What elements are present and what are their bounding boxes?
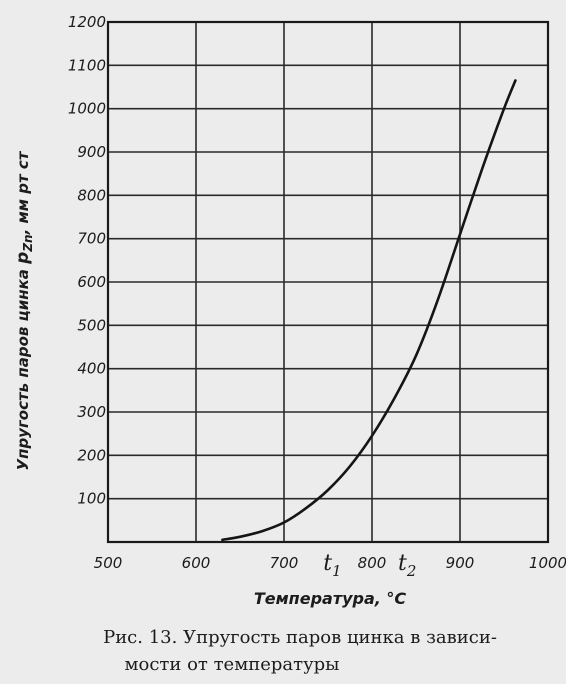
plot-frame [106,20,550,544]
plot-border [106,20,550,544]
temperature-marker: t2 [398,551,416,580]
vapor-pressure-curve [221,79,517,542]
x-tick-label: 500 [94,554,123,572]
y-tick-label: 800 [77,186,106,204]
y-tick-label: 1200 [68,13,106,31]
x-tick-label: 800 [358,554,387,572]
y-axis-label: Упругость паров цинка pZn, мм рт ст [13,150,35,470]
y-axis-label-symbol: p [13,252,33,265]
y-axis-label-subscript: Zn [21,234,35,252]
y-axis-label-text: Упругость паров цинка [14,264,32,471]
x-tick-label: 1000 [529,554,566,572]
y-tick-label: 500 [77,316,106,334]
grid [107,21,549,543]
curve-layer [221,79,517,542]
y-tick-label: 900 [77,143,106,161]
x-tick-label: 900 [446,554,475,572]
caption-line-1: Рис. 13. Упругость паров цинка в зависи- [103,627,497,648]
temperature-marker: t1 [323,551,341,580]
y-tick-label: 400 [77,360,106,378]
y-tick-label: 1100 [68,56,106,74]
y-tick-label: 100 [77,490,106,508]
x-tick-label: 600 [182,554,211,572]
x-tick-labels: 500 600 700 800 900 1000 [94,554,566,572]
x-tick-label: 700 [270,554,299,572]
y-axis-label-unit: , мм рт ст [14,150,32,235]
caption-line-2: мости от температуры [124,654,339,675]
x-axis-label: Температура, °C [254,589,407,608]
y-tick-label: 300 [77,403,106,421]
y-tick-label: 600 [77,273,106,291]
y-tick-label: 700 [77,230,106,248]
y-tick-label: 200 [77,446,106,464]
y-tick-labels: 100 200 300 400 500 600 700 800 900 1000 1100 1200 [68,13,106,508]
y-tick-label: 1000 [68,100,106,118]
